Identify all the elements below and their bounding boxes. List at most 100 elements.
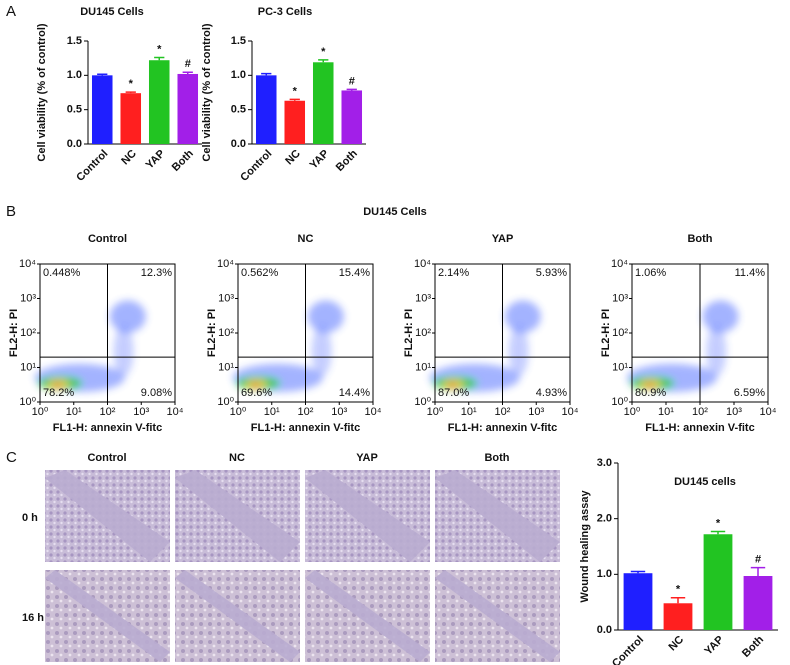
cloud-blob [311,326,332,377]
cloud-blob [508,326,529,377]
significance-label: # [755,554,761,566]
x-tick-label: YAP [308,148,332,172]
row-label: 0 h [22,512,38,524]
x-axis-label: FL1-H: annexin V-fitc [448,422,557,434]
y-tick-label: 10⁰ [217,396,234,408]
quadrant-label: 87.0% [438,387,469,399]
error-bar [289,98,300,101]
y-tick-label: 10¹ [20,361,36,373]
x-tick-label: Both [334,147,360,173]
quadrant-label: 9.08% [141,387,172,399]
cloud-blob [706,326,727,377]
cloud-blob [113,326,134,377]
quadrant-label: 15.4% [339,267,370,279]
chart-title: PC-3 Cells [258,6,312,18]
cloud-blob [504,300,541,333]
y-tick-label: 10² [218,327,234,339]
wound-gap [435,570,560,662]
column-label: Both [484,452,509,464]
x-tick-label: 10⁰ [427,406,444,418]
y-axis-label: FL2-H: PI [206,309,218,357]
error-bar [154,56,165,61]
wound-gap [175,570,300,662]
y-tick-label: 10¹ [415,361,431,373]
y-axis-label: Cell viability (% of control) [201,23,213,161]
x-tick-label: Control [74,148,110,184]
x-tick-label: 10⁴ [760,406,777,418]
x-axis-label: FL1-H: annexin V-fitc [251,422,360,434]
bar [341,90,363,144]
panel-label: B [6,203,16,220]
error-bar [97,73,108,76]
x-tick-label: 10⁴ [365,406,382,418]
y-tick-label: 0.5 [67,104,82,116]
chart-title: NC [298,233,314,245]
chart-title: YAP [492,233,514,245]
chart-title: Control [88,233,127,245]
x-tick-label: 10³ [528,406,544,418]
quadrant-label: 69.6% [241,387,272,399]
significance-label: * [129,78,134,90]
wound-gap [305,470,430,562]
y-axis-label: Wound healing assay [579,489,591,602]
error-bar [710,530,726,535]
quadrant-label: 80.9% [635,387,666,399]
y-tick-label: 10³ [218,292,234,304]
chart-title: Both [687,233,712,245]
significance-label: * [716,517,721,529]
bar [623,573,653,630]
x-tick-label: 10³ [726,406,742,418]
y-axis-label: Cell viability (% of control) [36,23,48,161]
y-tick-label: 2.0 [597,513,612,525]
x-tick-label: 10³ [133,406,149,418]
bar [148,60,170,144]
cloud-blob [307,300,344,333]
y-tick-label: 10⁴ [19,258,36,270]
density-cloud [232,300,344,392]
error-bar [182,71,193,74]
x-tick-label: Both [170,147,196,173]
x-tick-label: 10⁰ [32,406,49,418]
bar [120,93,142,144]
bar [255,75,277,144]
y-tick-label: 10⁴ [217,258,234,270]
y-tick-label: 1.0 [597,568,612,580]
error-bar [261,72,272,76]
significance-label: * [293,85,298,97]
error-bar [125,91,136,94]
x-tick-label: NC [283,148,303,168]
panel-label: A [6,3,16,20]
y-tick-label: 0.5 [231,104,246,116]
x-tick-label: YAP [144,148,168,172]
y-tick-label: 1.0 [67,69,82,81]
error-bar [670,596,686,604]
quadrant-label: 5.93% [536,267,567,279]
bar [663,603,693,630]
x-tick-label: YAP [702,634,726,658]
error-bar [318,59,329,63]
bar [743,576,773,630]
quadrant-label: 6.59% [734,387,765,399]
quadrant-label: 11.4% [735,267,766,279]
y-tick-label: 3.0 [597,457,612,469]
x-tick-label: 10¹ [461,406,477,418]
x-tick-label: 10³ [331,406,347,418]
y-tick-label: 10⁴ [611,258,628,270]
x-tick-label: 10² [100,406,116,418]
y-axis-label: FL2-H: PI [8,309,20,357]
y-tick-label: 0.0 [67,138,82,150]
x-tick-label: 10² [298,406,314,418]
density-cloud [429,300,541,392]
chart-title: DU145 Cells [80,6,144,18]
x-tick-label: 10¹ [66,406,82,418]
y-tick-label: 1.5 [231,35,246,47]
error-bar [630,570,646,574]
x-tick-label: 10⁰ [230,406,247,418]
significance-label: # [185,58,191,70]
y-tick-label: 10³ [415,292,431,304]
x-tick-label: Control [610,634,646,665]
x-tick-label: Control [238,148,274,184]
quadrant-label: 0.448% [43,267,81,279]
y-tick-label: 10³ [20,292,36,304]
x-tick-label: 10² [692,406,708,418]
